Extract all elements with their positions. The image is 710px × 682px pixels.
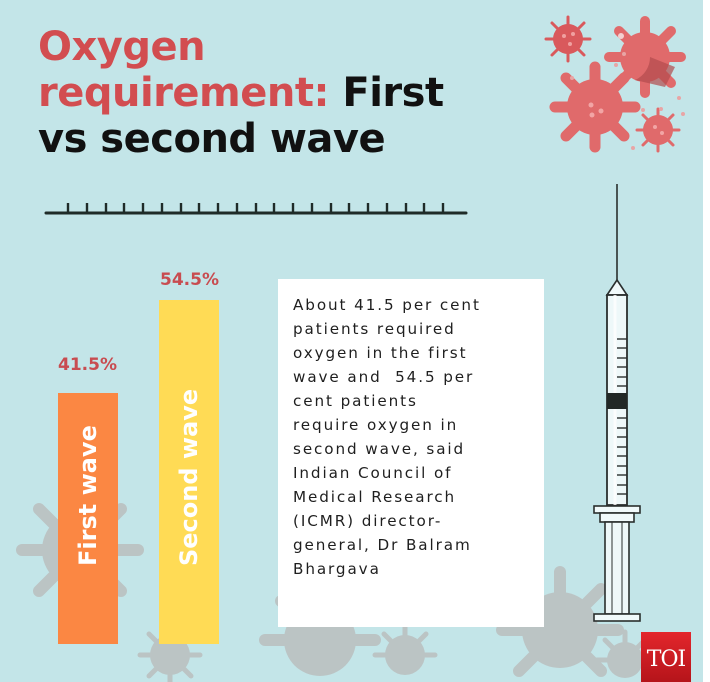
- title-line-2-black: First: [342, 70, 444, 116]
- description-line: Indian Council of: [293, 464, 453, 482]
- title-line-3: vs second wave: [38, 116, 386, 162]
- description-line: require oxygen in: [293, 416, 459, 434]
- ruler-icon: [44, 203, 468, 215]
- title-line-2-red: requirement:: [38, 70, 329, 116]
- first-wave-value: 41.5%: [58, 355, 117, 375]
- description-line: general, Dr Balram: [293, 536, 472, 554]
- description-line: (ICMR) director-: [293, 512, 443, 530]
- second-wave-bar: Second wave: [159, 300, 219, 644]
- title-line-1: Oxygen: [38, 24, 206, 70]
- right-border: [703, 0, 710, 682]
- first-wave-bar-label: First wave: [74, 425, 102, 566]
- virus-icon: [544, 15, 686, 153]
- description-line: wave and 54.5 per: [293, 368, 475, 386]
- first-wave-bar: First wave: [58, 393, 118, 644]
- page-title: Oxygen requirement: First vs second wave: [38, 24, 444, 162]
- description-line: second wave, said: [293, 440, 466, 458]
- description-line: cent patients: [293, 392, 418, 410]
- description-line: Bhargava: [293, 560, 381, 578]
- description-line: Medical Research: [293, 488, 457, 506]
- description-text: About 41.5 per cent patients required ox…: [293, 293, 530, 581]
- syringe-icon: [593, 184, 641, 622]
- description-line: oxygen in the first: [293, 344, 468, 362]
- second-wave-value: 54.5%: [160, 270, 219, 290]
- toi-logo: TOI: [641, 632, 691, 682]
- description-box: About 41.5 per cent patients required ox…: [278, 279, 544, 627]
- second-wave-bar-label: Second wave: [175, 388, 203, 566]
- description-line: patients required: [293, 320, 456, 338]
- description-line: About 41.5 per cent: [293, 296, 481, 314]
